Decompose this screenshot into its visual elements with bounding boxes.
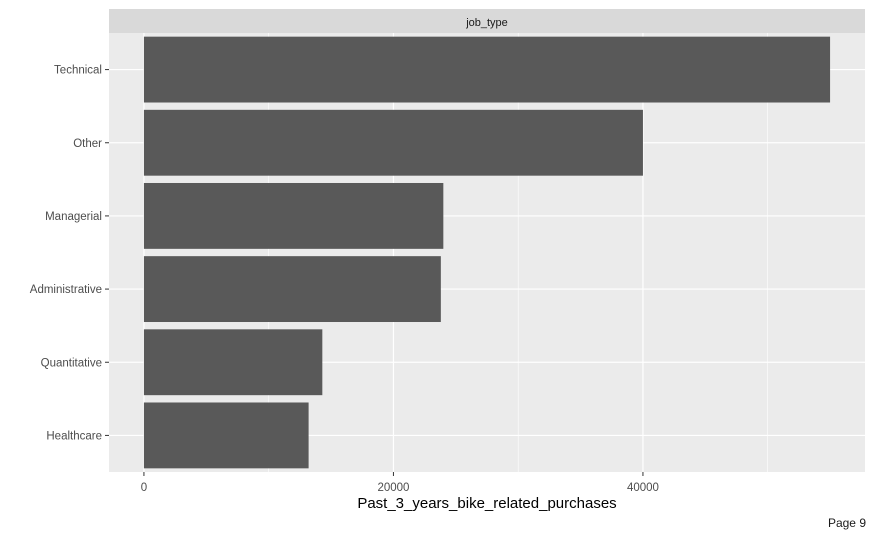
facet-strip	[109, 9, 865, 33]
bar-quantitative	[143, 329, 323, 396]
bar-healthcare	[143, 402, 309, 469]
bar-managerial	[143, 182, 444, 249]
x-tick-label: 0	[141, 482, 147, 494]
bar-other	[143, 109, 643, 176]
facet-strip-label: job_type	[465, 17, 508, 29]
x-axis-title: Past_3_years_bike_related_purchases	[357, 495, 616, 512]
bar-technical	[143, 36, 831, 103]
y-tick-label: Quantitative	[41, 357, 102, 369]
y-tick-label: Other	[73, 138, 102, 150]
y-tick-label: Technical	[54, 65, 102, 77]
page-label: Page 9	[827, 516, 866, 530]
bar-administrative	[143, 256, 441, 323]
y-tick-label: Administrative	[30, 284, 102, 296]
y-tick-label: Managerial	[45, 211, 102, 223]
y-tick-label: Healthcare	[46, 430, 102, 442]
x-tick-label: 20000	[377, 482, 409, 494]
plot-panel	[109, 33, 865, 472]
x-tick-label: 40000	[627, 482, 659, 494]
